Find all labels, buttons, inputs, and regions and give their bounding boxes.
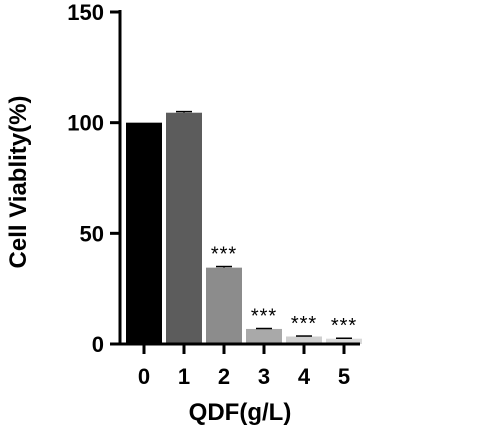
y-tick-label: 50 [80, 221, 104, 246]
x-ticks: 0 1 2 3 4 5 [138, 344, 350, 389]
bar [326, 338, 362, 344]
significance-label: *** [331, 315, 357, 337]
x-tick-label: 3 [258, 364, 270, 389]
axes-layer [118, 10, 360, 346]
bar [206, 267, 242, 344]
bar [286, 336, 322, 344]
x-tick-label: 2 [218, 364, 230, 389]
y-tick-label: 100 [67, 111, 104, 136]
significance-label: *** [211, 244, 237, 266]
bar [166, 112, 202, 344]
x-axis-title: QDF(g/L) [189, 399, 292, 426]
x-tick-label: 4 [298, 364, 311, 389]
x-tick-label: 0 [138, 364, 150, 389]
significance-annotations: *** *** *** *** [211, 244, 357, 338]
y-axis-title: Cell Viablity(%) [5, 96, 32, 269]
x-tick-label: 1 [178, 364, 190, 389]
significance-label: *** [291, 313, 317, 335]
bar [246, 328, 282, 344]
y-tick-label: 150 [67, 0, 104, 25]
significance-label: *** [251, 306, 277, 328]
y-ticks: 0 50 100 150 [67, 0, 120, 357]
y-tick-label: 0 [92, 332, 104, 357]
x-tick-label: 5 [338, 364, 350, 389]
bar [126, 122, 162, 345]
bars-layer [126, 110, 362, 345]
